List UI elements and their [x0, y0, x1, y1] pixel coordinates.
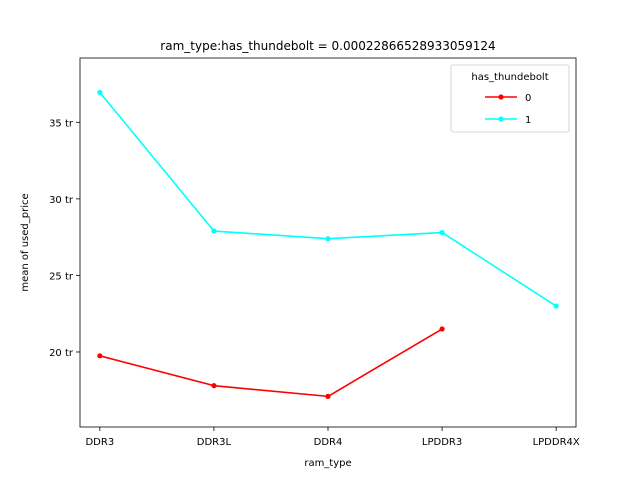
y-axis-label: mean of used_price [20, 193, 31, 291]
x-tick-label: DDR4 [314, 437, 343, 448]
x-tick-label: DDR3 [85, 437, 114, 448]
y-tick-label: 35 tr [49, 118, 74, 129]
legend: has_thundebolt 01 [450, 64, 570, 133]
legend-entries: 01 [485, 93, 531, 126]
series-line [99, 328, 443, 398]
y-tick-label: 25 tr [49, 271, 74, 282]
x-tick-label: LPDDR4X [533, 437, 580, 448]
chart-title: ram_type:has_thundebolt = 0.000228665289… [160, 39, 495, 53]
series-layer [97, 89, 559, 399]
data-point [325, 236, 331, 242]
legend-label: 1 [525, 115, 531, 126]
x-tick-label: LPDDR3 [422, 437, 462, 448]
data-point [211, 228, 217, 234]
data-point [97, 89, 103, 96]
y-axis-ticks: 20 tr 25 tr 30 tr 35 tr [49, 118, 80, 359]
legend-entry: 0 [485, 93, 531, 104]
series-1 [97, 89, 559, 309]
x-axis-label: ram_type [304, 458, 351, 469]
y-tick-label: 30 tr [49, 195, 74, 206]
data-point [325, 393, 331, 399]
legend-title: has_thundebolt [471, 72, 548, 83]
legend-label: 0 [525, 93, 531, 104]
legend-box [450, 64, 570, 133]
series-0 [97, 326, 445, 399]
data-point [97, 353, 103, 359]
data-point [439, 229, 445, 236]
x-tick-label: DDR3L [197, 437, 232, 448]
data-point [211, 383, 217, 389]
data-point [439, 326, 445, 332]
legend-marker [498, 94, 504, 100]
x-axis-ticks: DDR3 DDR3L DDR4 LPDDR3 LPDDR4X [85, 427, 580, 448]
data-point [553, 303, 559, 309]
y-tick-label: 20 tr [49, 348, 74, 359]
legend-marker [498, 116, 504, 122]
legend-entry: 1 [485, 115, 531, 126]
